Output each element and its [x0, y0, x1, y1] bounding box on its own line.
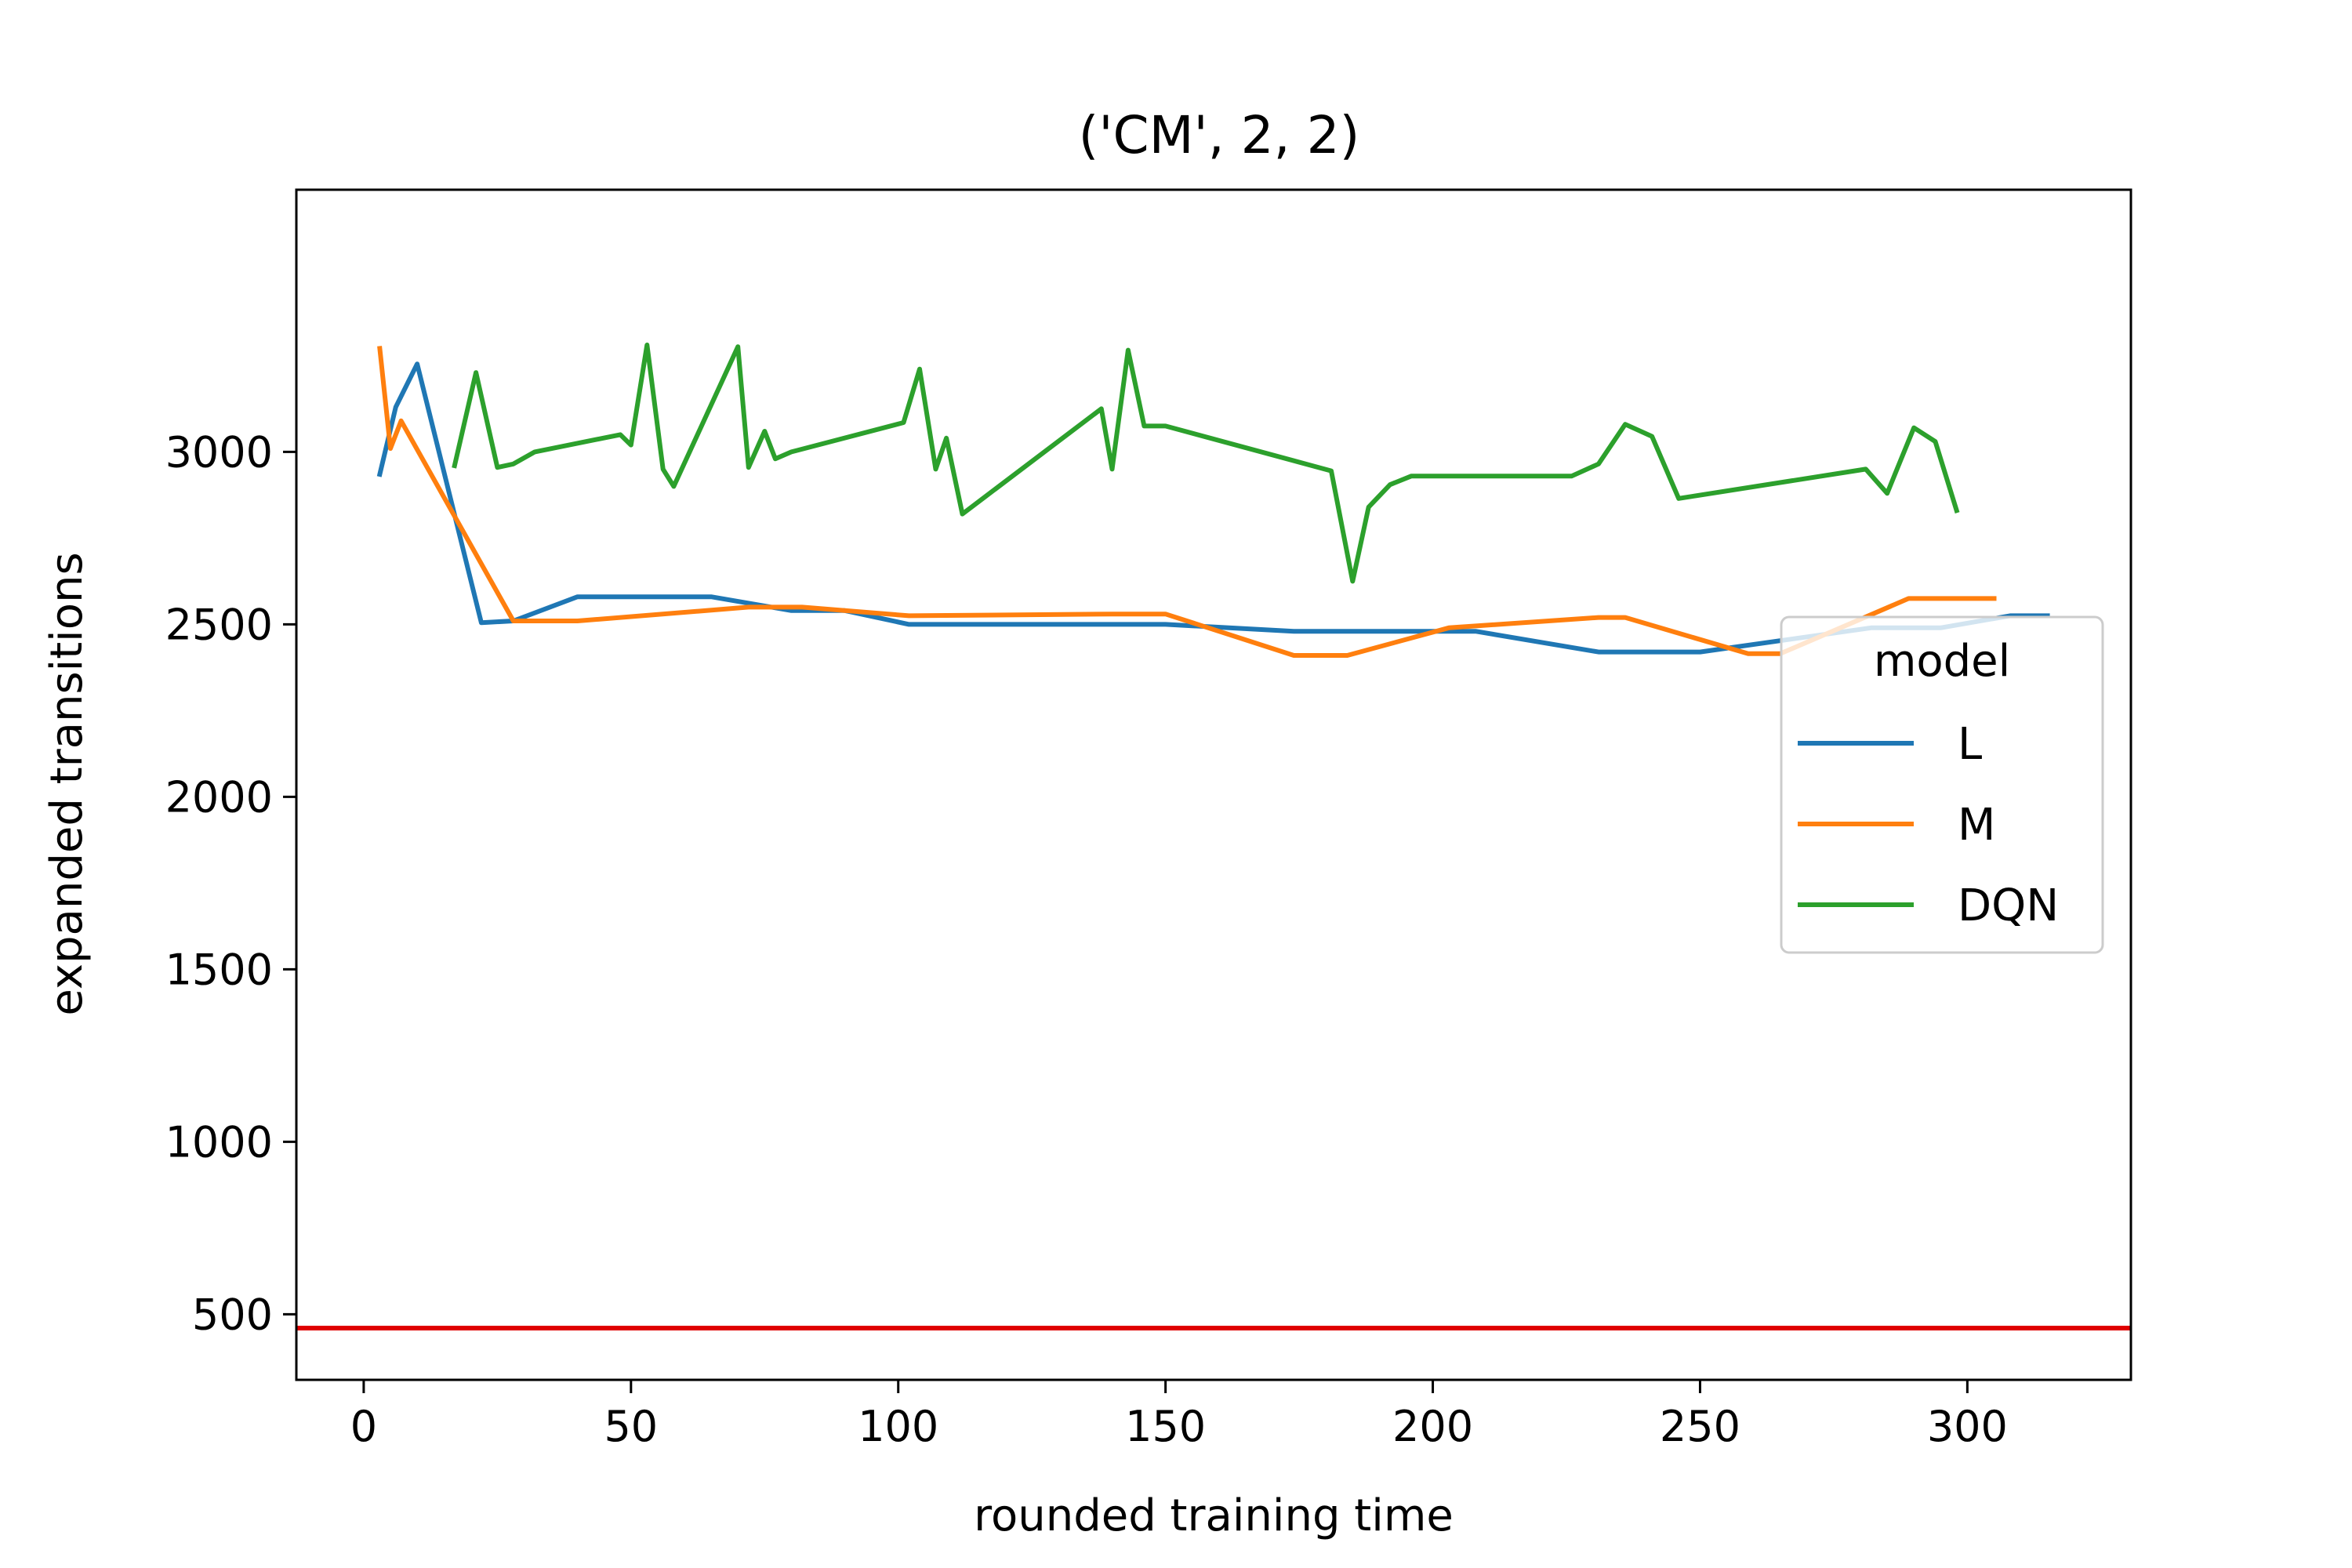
y-tick-label: 1500	[165, 945, 273, 994]
y-tick-label: 3000	[165, 427, 273, 477]
series-line-dqn	[452, 343, 1960, 584]
x-tick-label: 200	[1392, 1402, 1473, 1451]
legend-label-l: L	[1958, 719, 1982, 770]
series-line-m	[377, 346, 1997, 658]
y-tick-label: 2000	[165, 772, 273, 822]
y-tick-label: 1000	[165, 1117, 273, 1167]
chart-title: ('CM', 2, 2)	[1079, 105, 1360, 165]
y-axis: 500 1000 1500 2000 2500 3000	[165, 427, 296, 1339]
legend-label-m: M	[1958, 800, 1995, 851]
x-tick-label: 150	[1125, 1402, 1206, 1451]
x-tick-label: 100	[858, 1402, 938, 1451]
plot-frame	[295, 188, 2132, 1381]
y-tick-label: 500	[192, 1290, 273, 1339]
x-axis: 0 50 100 150 200 250 300	[350, 1380, 2008, 1451]
legend: model LM DQN	[1780, 615, 2104, 954]
x-tick-label: 300	[1927, 1402, 2008, 1451]
legend-title: model	[1874, 636, 2010, 687]
x-tick-label: 50	[604, 1402, 658, 1451]
x-tick-label: 0	[350, 1402, 377, 1451]
legend-box	[1780, 615, 2104, 954]
y-tick-label: 2500	[165, 600, 273, 649]
legend-items: LM DQN	[1798, 719, 2059, 931]
x-axis-label: rounded training time	[974, 1490, 1454, 1541]
legend-label-dqn: DQN	[1958, 880, 2059, 931]
y-axis-label: expanded transitions	[42, 552, 93, 1015]
x-tick-label: 250	[1660, 1402, 1740, 1451]
